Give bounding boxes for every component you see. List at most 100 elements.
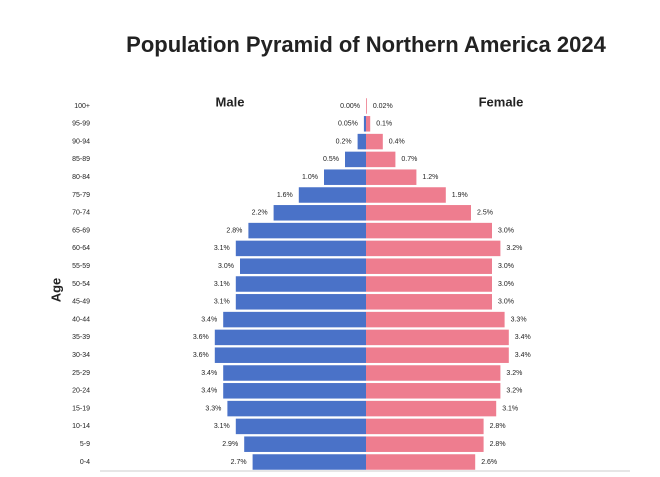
- bar: [366, 311, 505, 328]
- data-label: 0.2%: [336, 138, 352, 145]
- data-label: 2.8%: [490, 441, 506, 448]
- y-tick-label: 55-59: [72, 263, 90, 270]
- bar: [366, 116, 371, 132]
- bar: [235, 294, 366, 310]
- bar: [366, 276, 492, 292]
- data-label: 3.6%: [193, 334, 209, 341]
- bar: [235, 418, 366, 435]
- data-label: 2.8%: [226, 227, 242, 234]
- data-label: 3.1%: [502, 405, 518, 412]
- data-label: 3.0%: [498, 281, 514, 288]
- data-label: 0.00%: [340, 103, 360, 110]
- data-label: 3.6%: [193, 352, 209, 359]
- y-tick-label: 0-4: [80, 459, 90, 466]
- bar: [244, 436, 366, 452]
- data-label: 1.0%: [302, 174, 318, 181]
- bar: [223, 383, 366, 399]
- bar: [366, 240, 501, 257]
- y-tick-label: 65-69: [72, 227, 90, 234]
- data-label: 3.1%: [214, 281, 230, 288]
- bar: [366, 258, 492, 274]
- bar: [366, 169, 417, 185]
- y-tick-label: 40-44: [72, 316, 90, 323]
- y-tick-label: 60-64: [72, 245, 90, 252]
- legend-entry: Female: [479, 94, 524, 109]
- bar: [248, 222, 366, 239]
- legend-entry: Male: [216, 94, 245, 109]
- data-label: 3.2%: [506, 388, 522, 395]
- data-label: 1.2%: [422, 174, 438, 181]
- data-label: 2.9%: [222, 441, 238, 448]
- data-label: 3.4%: [515, 352, 531, 359]
- data-label: 3.2%: [506, 245, 522, 252]
- bar: [214, 347, 366, 363]
- data-label: 0.5%: [323, 156, 339, 163]
- data-label: 3.1%: [214, 245, 230, 252]
- data-label: 2.5%: [477, 210, 493, 217]
- y-tick-label: 85-89: [72, 156, 90, 163]
- data-label: 1.6%: [277, 192, 293, 199]
- bar: [366, 418, 484, 435]
- bar: [235, 240, 366, 257]
- data-label: 2.2%: [252, 210, 268, 217]
- bar: [223, 365, 366, 381]
- bar: [273, 205, 366, 221]
- bar: [235, 276, 366, 292]
- y-tick-label: 5-9: [80, 441, 90, 448]
- data-label: 3.0%: [498, 299, 514, 306]
- bar: [363, 116, 366, 132]
- bar: [366, 205, 471, 221]
- bar: [366, 133, 383, 150]
- bar: [345, 151, 366, 168]
- y-axis-label: Age: [48, 278, 63, 303]
- data-label: 3.3%: [511, 316, 527, 323]
- bar: [366, 329, 509, 346]
- bar: [366, 347, 509, 363]
- data-label: 0.1%: [376, 121, 392, 128]
- data-label: 3.4%: [515, 334, 531, 341]
- data-label: 2.8%: [490, 423, 506, 430]
- bar: [223, 311, 366, 328]
- data-label: 3.4%: [201, 316, 217, 323]
- data-label: 0.02%: [373, 103, 393, 110]
- y-tick-label: 95-99: [72, 121, 90, 128]
- data-label: 1.9%: [452, 192, 468, 199]
- data-label: 3.1%: [214, 299, 230, 306]
- y-tick-label: 45-49: [72, 299, 90, 306]
- bar: [366, 400, 497, 417]
- data-label: 0.4%: [389, 138, 405, 145]
- bar: [357, 133, 366, 150]
- bar: [366, 294, 492, 310]
- y-tick-label: 75-79: [72, 192, 90, 199]
- y-tick-label: 35-39: [72, 334, 90, 341]
- y-tick-label: 10-14: [72, 423, 90, 430]
- data-label: 2.7%: [231, 459, 247, 466]
- data-label: 0.7%: [401, 156, 417, 163]
- y-tick-label: 100+: [74, 103, 90, 110]
- data-label: 0.05%: [338, 121, 358, 128]
- bar: [366, 98, 367, 114]
- y-tick-label: 80-84: [72, 174, 90, 181]
- bar: [227, 400, 366, 417]
- bar: [324, 169, 366, 185]
- bar: [366, 454, 476, 470]
- bar: [252, 454, 366, 470]
- data-label: 2.6%: [481, 459, 497, 466]
- data-label: 3.0%: [218, 263, 234, 270]
- y-tick-label: 70-74: [72, 210, 90, 217]
- bar: [366, 383, 501, 399]
- y-tick-label: 50-54: [72, 281, 90, 288]
- bar: [366, 187, 446, 203]
- bar: [366, 151, 396, 168]
- data-label: 3.4%: [201, 388, 217, 395]
- bar: [214, 329, 366, 346]
- y-tick-label: 25-29: [72, 370, 90, 377]
- data-label: 3.2%: [506, 370, 522, 377]
- bar: [366, 436, 484, 452]
- bar: [298, 187, 366, 203]
- chart-title: Population Pyramid of Northern America 2…: [126, 32, 606, 57]
- data-label: 3.4%: [201, 370, 217, 377]
- y-tick-label: 20-24: [72, 388, 90, 395]
- bar: [366, 222, 492, 239]
